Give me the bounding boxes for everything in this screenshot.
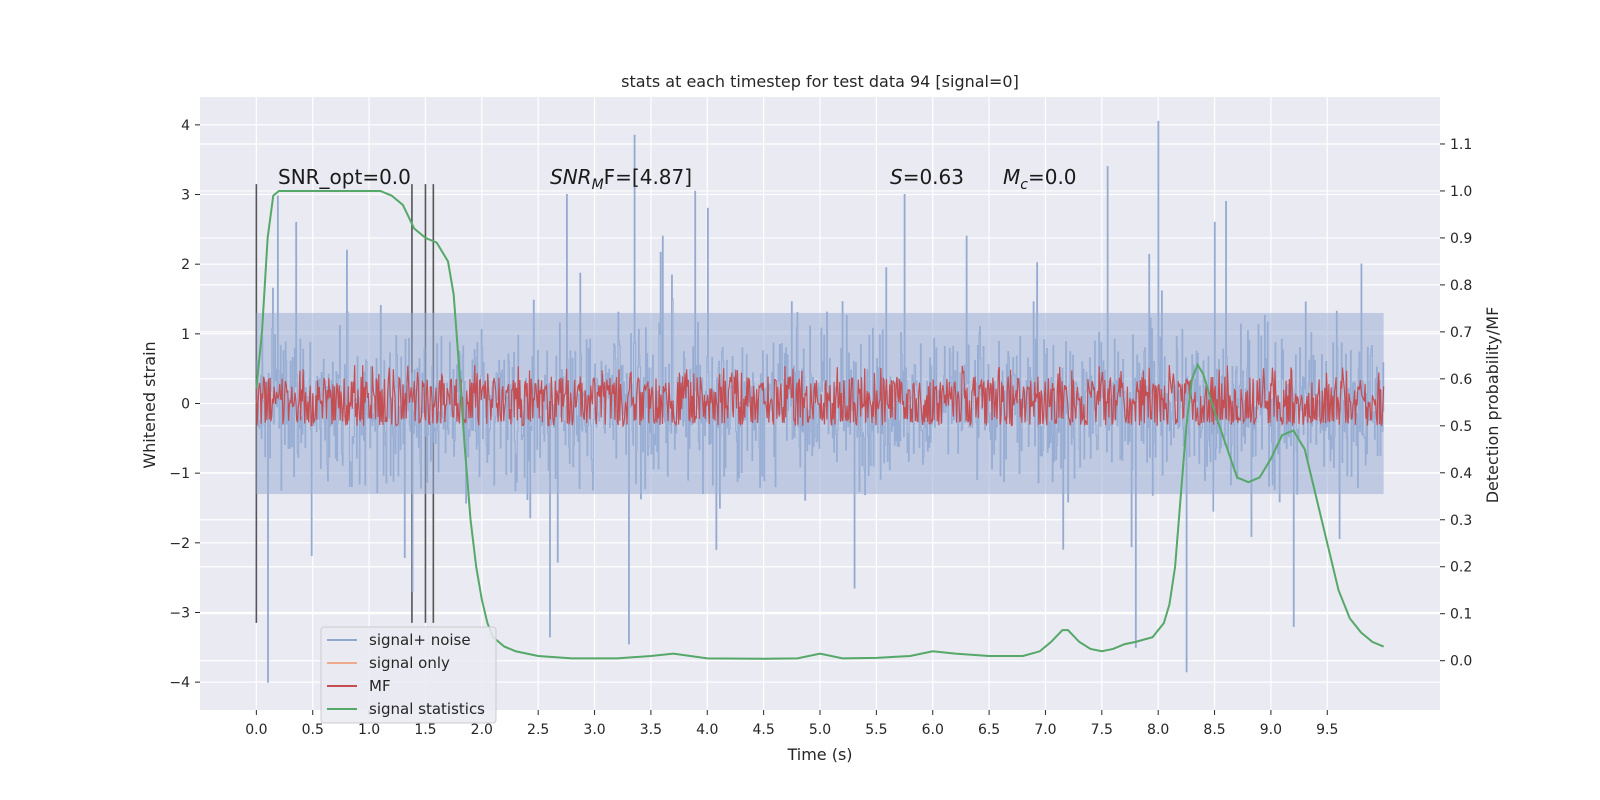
y2-tick-label: 0.1: [1450, 607, 1472, 623]
x-tick-labels: 0.0 0.5 1.0 1.5 2.0 2.5 3.0 3.5 4.0 4.5 5.0 5.5 6.0 6…: [245, 710, 1338, 738]
mc-subscript: c: [1020, 177, 1028, 193]
y-tick-label: −1: [169, 466, 190, 482]
legend-label-signal-statistics: signal statistics: [369, 700, 485, 718]
legend-box: [320, 626, 497, 724]
x-tick-label: 4.0: [696, 722, 718, 738]
y-tick-label: −2: [169, 536, 190, 552]
y-tick-label: −3: [169, 605, 190, 621]
legend-entry-signal-only: signal only: [327, 654, 450, 672]
legend-label-signal-only: signal only: [369, 654, 450, 672]
y-tick-labels: 4 3 2 1 0 −1 −2 −3 −4: [169, 118, 200, 691]
x-tick-label: 7.0: [1034, 722, 1056, 738]
x-tick-label: 8.0: [1147, 722, 1169, 738]
x-tick-label: 2.0: [471, 722, 493, 738]
y-tick-label: 0: [181, 397, 190, 413]
y2-tick-label: 1.0: [1450, 184, 1472, 200]
x-tick-label: 1.5: [414, 722, 436, 738]
snr-mf-base: SNR: [550, 165, 592, 189]
y-tick-label: −4: [169, 675, 190, 691]
s-value: =0.63: [903, 165, 964, 189]
x-tick-label: 3.0: [583, 722, 605, 738]
y2-tick-label: 1.1: [1450, 137, 1472, 153]
y2-tick-label: 0.0: [1450, 654, 1472, 670]
x-axis-label: Time (s): [786, 745, 852, 764]
y2-axis-label: Detection probability/MF: [1483, 307, 1502, 504]
legend-label-signal-noise: signal+ noise: [369, 631, 471, 649]
y-axis-label: Whitened strain: [140, 341, 159, 468]
signal-statistics-line: [255, 189, 1385, 660]
x-tick-label: 5.5: [865, 722, 887, 738]
x-tick-label: 3.5: [640, 722, 662, 738]
legend-entry-signal-statistics: signal statistics: [327, 700, 485, 718]
y2-tick-label: 0.9: [1450, 231, 1472, 247]
s-annotation: S=0.63: [890, 165, 964, 189]
x-tick-label: 1.0: [358, 722, 380, 738]
y2-tick-label: 0.7: [1450, 325, 1472, 341]
x-tick-label: 7.5: [1091, 722, 1113, 738]
s-variable: S: [890, 165, 903, 189]
chart-title: stats at each timestep for test data 94 …: [621, 72, 1019, 91]
y-tick-label: 2: [181, 257, 190, 273]
mc-annotation: Mc=0.0: [1003, 165, 1077, 193]
x-tick-label: 6.5: [978, 722, 1000, 738]
x-tick-label: 2.5: [527, 722, 549, 738]
y2-tick-label: 0.3: [1450, 513, 1472, 529]
x-tick-label: 0.5: [302, 722, 324, 738]
y-tick-label: 4: [181, 118, 190, 134]
y2-tick-label: 0.8: [1450, 278, 1472, 294]
y2-tick-label: 0.6: [1450, 372, 1472, 388]
y2-tick-label: 0.5: [1450, 419, 1472, 435]
legend-label-mf: MF: [369, 677, 391, 695]
mc-value: =0.0: [1028, 165, 1077, 189]
y2-tick-label: 0.2: [1450, 560, 1472, 576]
snr-mf-subscript: M: [592, 177, 604, 193]
snr-mf-value: F=[4.87]: [604, 165, 692, 189]
legend: signal+ noise signal only MF signal stat…: [320, 626, 497, 724]
x-tick-label: 9.5: [1316, 722, 1338, 738]
x-tick-label: 5.0: [809, 722, 831, 738]
snr-opt-annotation: SNR_opt=0.0: [278, 165, 411, 189]
y2-tick-label: 0.4: [1450, 466, 1472, 482]
mc-variable: M: [1003, 165, 1020, 189]
x-tick-label: 4.5: [753, 722, 775, 738]
y2-tick-labels: 1.1 1.0 0.9 0.8 0.7 0.6 0.5 0.4 0.3 0.2 0.1 0.0: [1440, 137, 1472, 670]
y-tick-label: 1: [181, 327, 190, 343]
mf-trace: [255, 364, 1385, 428]
x-tick-label: 0.0: [245, 722, 267, 738]
x-tick-label: 6.0: [922, 722, 944, 738]
legend-entry-signal-noise: signal+ noise: [327, 631, 471, 649]
mf-series: [255, 364, 1385, 428]
x-tick-label: 9.0: [1260, 722, 1282, 738]
legend-entry-mf: MF: [327, 677, 391, 695]
x-tick-label: 8.5: [1203, 722, 1225, 738]
y-tick-label: 3: [181, 188, 190, 204]
snr-mf-annotation: SNRMF=[4.87]: [550, 165, 692, 193]
